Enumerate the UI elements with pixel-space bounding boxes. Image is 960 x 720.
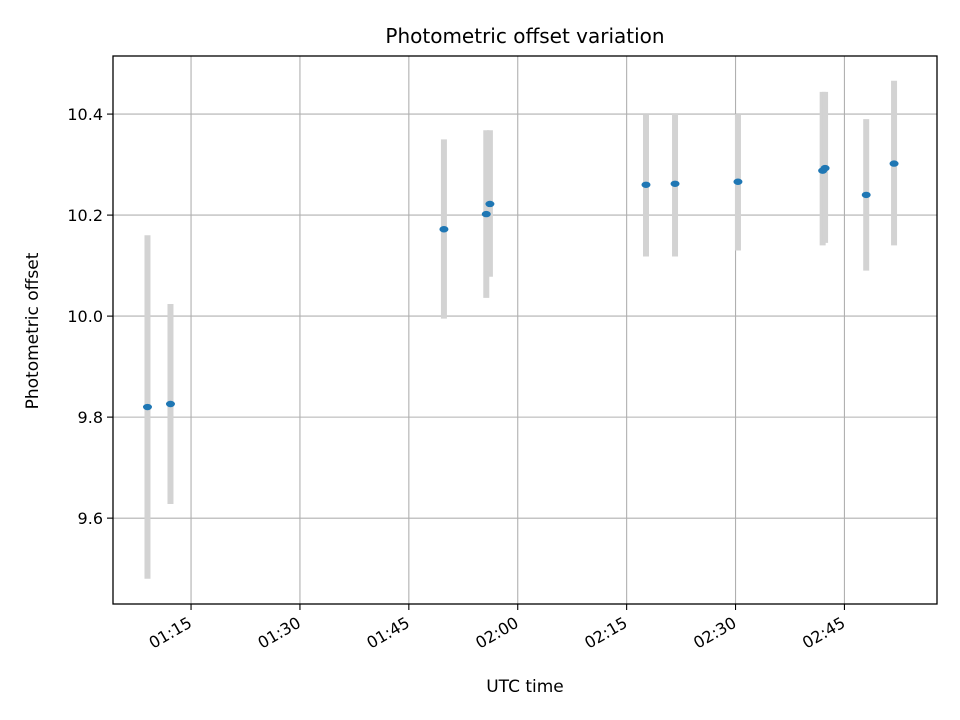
chart-title: Photometric offset variation bbox=[385, 24, 664, 48]
y-tick-label: 10.2 bbox=[67, 206, 103, 225]
error-bars bbox=[144, 80, 898, 579]
data-point bbox=[889, 160, 899, 167]
y-tick-label: 9.6 bbox=[78, 509, 103, 528]
data-point bbox=[641, 181, 651, 188]
data-point bbox=[142, 403, 152, 411]
data-point bbox=[670, 180, 680, 187]
x-tick-label: 02:45 bbox=[799, 613, 848, 653]
data-point bbox=[861, 191, 871, 199]
data-point bbox=[733, 178, 743, 185]
data-point bbox=[485, 200, 495, 208]
x-axis-ticks: 01:15 01:30 01:45 02:00 02:15 02:30 02:45 bbox=[146, 604, 848, 653]
data-point bbox=[165, 400, 175, 408]
x-tick-label: 02:30 bbox=[690, 613, 739, 653]
x-axis-label: UTC time bbox=[486, 677, 564, 697]
data-point bbox=[481, 210, 491, 218]
x-tick-label: 02:15 bbox=[581, 613, 630, 653]
x-tick-label: 01:45 bbox=[363, 613, 412, 653]
y-tick-label: 10.4 bbox=[67, 105, 103, 124]
y-axis-ticks: 9.6 9.8 10.0 10.2 10.4 bbox=[67, 105, 113, 528]
data-point bbox=[439, 226, 449, 233]
plot-frame bbox=[112, 55, 938, 605]
grid bbox=[113, 56, 937, 604]
y-tick-label: 9.8 bbox=[78, 408, 103, 427]
y-axis-label: Photometric offset bbox=[23, 252, 43, 409]
x-tick-label: 01:15 bbox=[146, 613, 195, 653]
y-tick-label: 10.0 bbox=[67, 307, 103, 326]
data-points bbox=[142, 160, 899, 411]
x-tick-label: 02:00 bbox=[472, 613, 521, 653]
x-tick-label: 01:30 bbox=[255, 613, 304, 653]
data-point bbox=[820, 164, 830, 172]
